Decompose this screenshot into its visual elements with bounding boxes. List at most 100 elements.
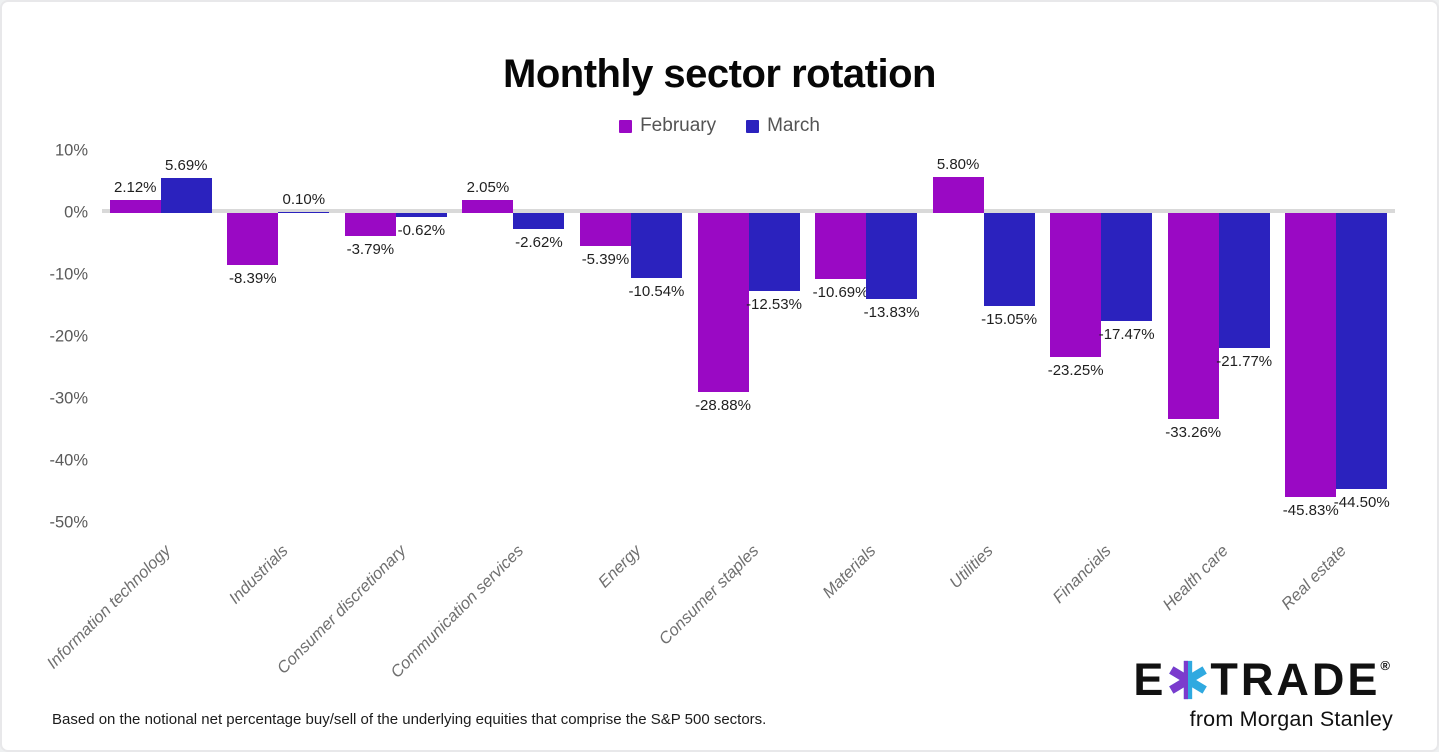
x-axis-label-consumer-staples: Consumer staples bbox=[655, 541, 762, 649]
x-axis-label-communication-services: Communication services bbox=[387, 541, 527, 682]
barwrap-february-communication-services: 2.05% bbox=[462, 151, 514, 523]
bar-february-real-estate bbox=[1285, 213, 1337, 498]
bar-february-financials bbox=[1050, 213, 1102, 358]
y-tick-10: -10% bbox=[49, 265, 88, 284]
value-label-march-consumer-discretionary: -0.62% bbox=[397, 221, 446, 239]
barwrap-march-materials: -13.83% bbox=[863, 151, 920, 523]
value-label-february-real-estate: -45.83% bbox=[1282, 502, 1339, 520]
value-label-february-financials: -23.25% bbox=[1047, 362, 1104, 380]
x-axis-label-materials: Materials bbox=[819, 541, 880, 602]
x-axis-label-consumer-discretionary: Consumer discretionary bbox=[273, 541, 410, 678]
value-label-february-industrials: -8.39% bbox=[229, 270, 277, 288]
barwrap-february-consumer-discretionary: -3.79% bbox=[344, 151, 396, 523]
etrade-logo: E TRADE ® from Morgan Stanley bbox=[1133, 657, 1393, 732]
category-group-consumer-staples: -28.88% -12.53% Consumer staples bbox=[655, 151, 808, 648]
bar-march-information-technology bbox=[160, 177, 212, 213]
category-group-health-care: -33.26% -21.77% Health care bbox=[1160, 151, 1278, 614]
bar-march-consumer-staples bbox=[748, 213, 800, 291]
category-group-consumer-discretionary: -3.79% -0.62% Consumer discretionary bbox=[273, 151, 455, 678]
barwrap-february-real-estate: -45.83% bbox=[1282, 151, 1339, 523]
bar-february-health-care bbox=[1167, 213, 1219, 420]
bar-march-health-care bbox=[1218, 213, 1270, 348]
chart-legend: February March bbox=[2, 114, 1437, 138]
value-label-february-consumer-discretionary: -3.79% bbox=[346, 241, 395, 259]
category-group-real-estate: -45.83% -44.50% Real estate bbox=[1277, 151, 1395, 613]
y-tick-30: -30% bbox=[49, 389, 88, 408]
y-tick-40: -40% bbox=[49, 451, 88, 470]
x-axis-label-industrials: Industrials bbox=[225, 541, 292, 608]
bar-march-consumer-discretionary bbox=[395, 213, 447, 217]
bars-industrials: -8.39% 0.10% bbox=[220, 151, 338, 523]
category-group-materials: -10.69% -13.83% Materials bbox=[807, 151, 925, 602]
value-label-march-financials: -17.47% bbox=[1098, 326, 1155, 344]
bar-february-energy bbox=[579, 213, 631, 247]
bars-information-technology: 2.12% 5.69% bbox=[102, 151, 220, 523]
value-label-february-materials: -10.69% bbox=[812, 284, 869, 302]
legend-swatch-icon bbox=[619, 119, 633, 133]
legend-swatch-icon bbox=[746, 119, 760, 133]
bars-financials: -23.25% -17.47% bbox=[1042, 151, 1160, 523]
bar-february-communication-services bbox=[462, 200, 514, 213]
bars-utilities: 5.80% -15.05% bbox=[925, 151, 1043, 523]
plot-area: 2.12% 5.69% Information technology -8.39% 0.… bbox=[43, 151, 1395, 682]
category-group-communication-services: 2.05% -2.62% Communication services bbox=[387, 151, 573, 682]
bar-february-industrials bbox=[227, 213, 279, 266]
barwrap-february-health-care: -33.26% bbox=[1165, 151, 1222, 523]
y-tick-20: -20% bbox=[49, 327, 88, 346]
barwrap-march-industrials: 0.10% bbox=[278, 151, 330, 523]
x-axis-label-information-technology: Information technology bbox=[43, 541, 175, 673]
bars-consumer-discretionary: -3.79% -0.62% bbox=[337, 151, 455, 523]
registered-mark: ® bbox=[1380, 658, 1393, 673]
barwrap-february-utilities: 5.80% bbox=[932, 151, 984, 523]
bar-february-materials bbox=[815, 213, 867, 280]
bars-materials: -10.69% -13.83% bbox=[807, 151, 925, 523]
zero-gridline bbox=[102, 209, 1395, 213]
barwrap-february-information-technology: 2.12% bbox=[109, 151, 161, 523]
bars-consumer-staples: -28.88% -12.53% bbox=[690, 151, 808, 523]
barwrap-march-health-care: -21.77% bbox=[1216, 151, 1273, 523]
bar-february-consumer-discretionary bbox=[344, 213, 396, 237]
value-label-february-energy: -5.39% bbox=[581, 251, 630, 269]
bar-chart: 10% 0% -10% -20% -30% -40% -50% 2.12% 5.69% Info… bbox=[2, 142, 1437, 682]
bars-energy: -5.39% -10.54% bbox=[572, 151, 690, 523]
etrade-wordmark: E TRADE ® bbox=[1133, 657, 1393, 702]
value-label-march-communication-services: -2.62% bbox=[515, 234, 563, 252]
y-tick-50: -50% bbox=[49, 513, 88, 532]
bar-february-utilities bbox=[932, 177, 984, 213]
category-group-information-technology: 2.12% 5.69% Information technology bbox=[43, 151, 220, 672]
x-axis-label-health-care: Health care bbox=[1159, 541, 1233, 615]
barwrap-february-consumer-staples: -28.88% bbox=[695, 151, 751, 523]
legend-label: February bbox=[640, 115, 717, 136]
value-label-march-utilities: -15.05% bbox=[981, 311, 1038, 329]
x-axis-label-real-estate: Real estate bbox=[1277, 541, 1350, 614]
value-label-march-health-care: -21.77% bbox=[1216, 352, 1273, 370]
barwrap-march-communication-services: -2.62% bbox=[513, 151, 565, 523]
bar-march-communication-services bbox=[513, 213, 565, 230]
value-label-march-energy: -10.54% bbox=[628, 283, 685, 301]
y-tick-10: 10% bbox=[54, 141, 88, 160]
barwrap-february-materials: -10.69% bbox=[812, 151, 869, 523]
value-label-march-consumer-staples: -12.53% bbox=[746, 295, 802, 313]
etrade-tagline: from Morgan Stanley bbox=[1189, 707, 1393, 731]
barwrap-february-industrials: -8.39% bbox=[227, 151, 279, 523]
value-label-february-communication-services: 2.05% bbox=[466, 179, 510, 197]
etrade-star-icon bbox=[1169, 660, 1208, 699]
value-label-february-utilities: 5.80% bbox=[936, 156, 980, 174]
source-footnote: Based on the notional net percentage buy… bbox=[52, 711, 767, 728]
bars-communication-services: 2.05% -2.62% bbox=[455, 151, 573, 523]
barwrap-march-financials: -17.47% bbox=[1098, 151, 1155, 523]
value-label-february-health-care: -33.26% bbox=[1165, 424, 1222, 442]
value-label-march-materials: -13.83% bbox=[863, 303, 920, 321]
barwrap-march-real-estate: -44.50% bbox=[1334, 151, 1390, 523]
value-label-february-information-technology: 2.12% bbox=[113, 178, 157, 196]
y-axis: 10% 0% -10% -20% -30% -40% -50% bbox=[2, 142, 92, 532]
barwrap-february-energy: -5.39% bbox=[579, 151, 631, 523]
x-axis-label-energy: Energy bbox=[594, 541, 645, 592]
x-axis-label-financials: Financials bbox=[1049, 541, 1115, 607]
bar-march-utilities bbox=[983, 213, 1035, 307]
barwrap-march-information-technology: 5.69% bbox=[160, 151, 212, 523]
bar-february-information-technology bbox=[109, 199, 161, 213]
etrade-wordmark-e: E bbox=[1133, 654, 1167, 705]
bar-march-real-estate bbox=[1336, 213, 1388, 489]
